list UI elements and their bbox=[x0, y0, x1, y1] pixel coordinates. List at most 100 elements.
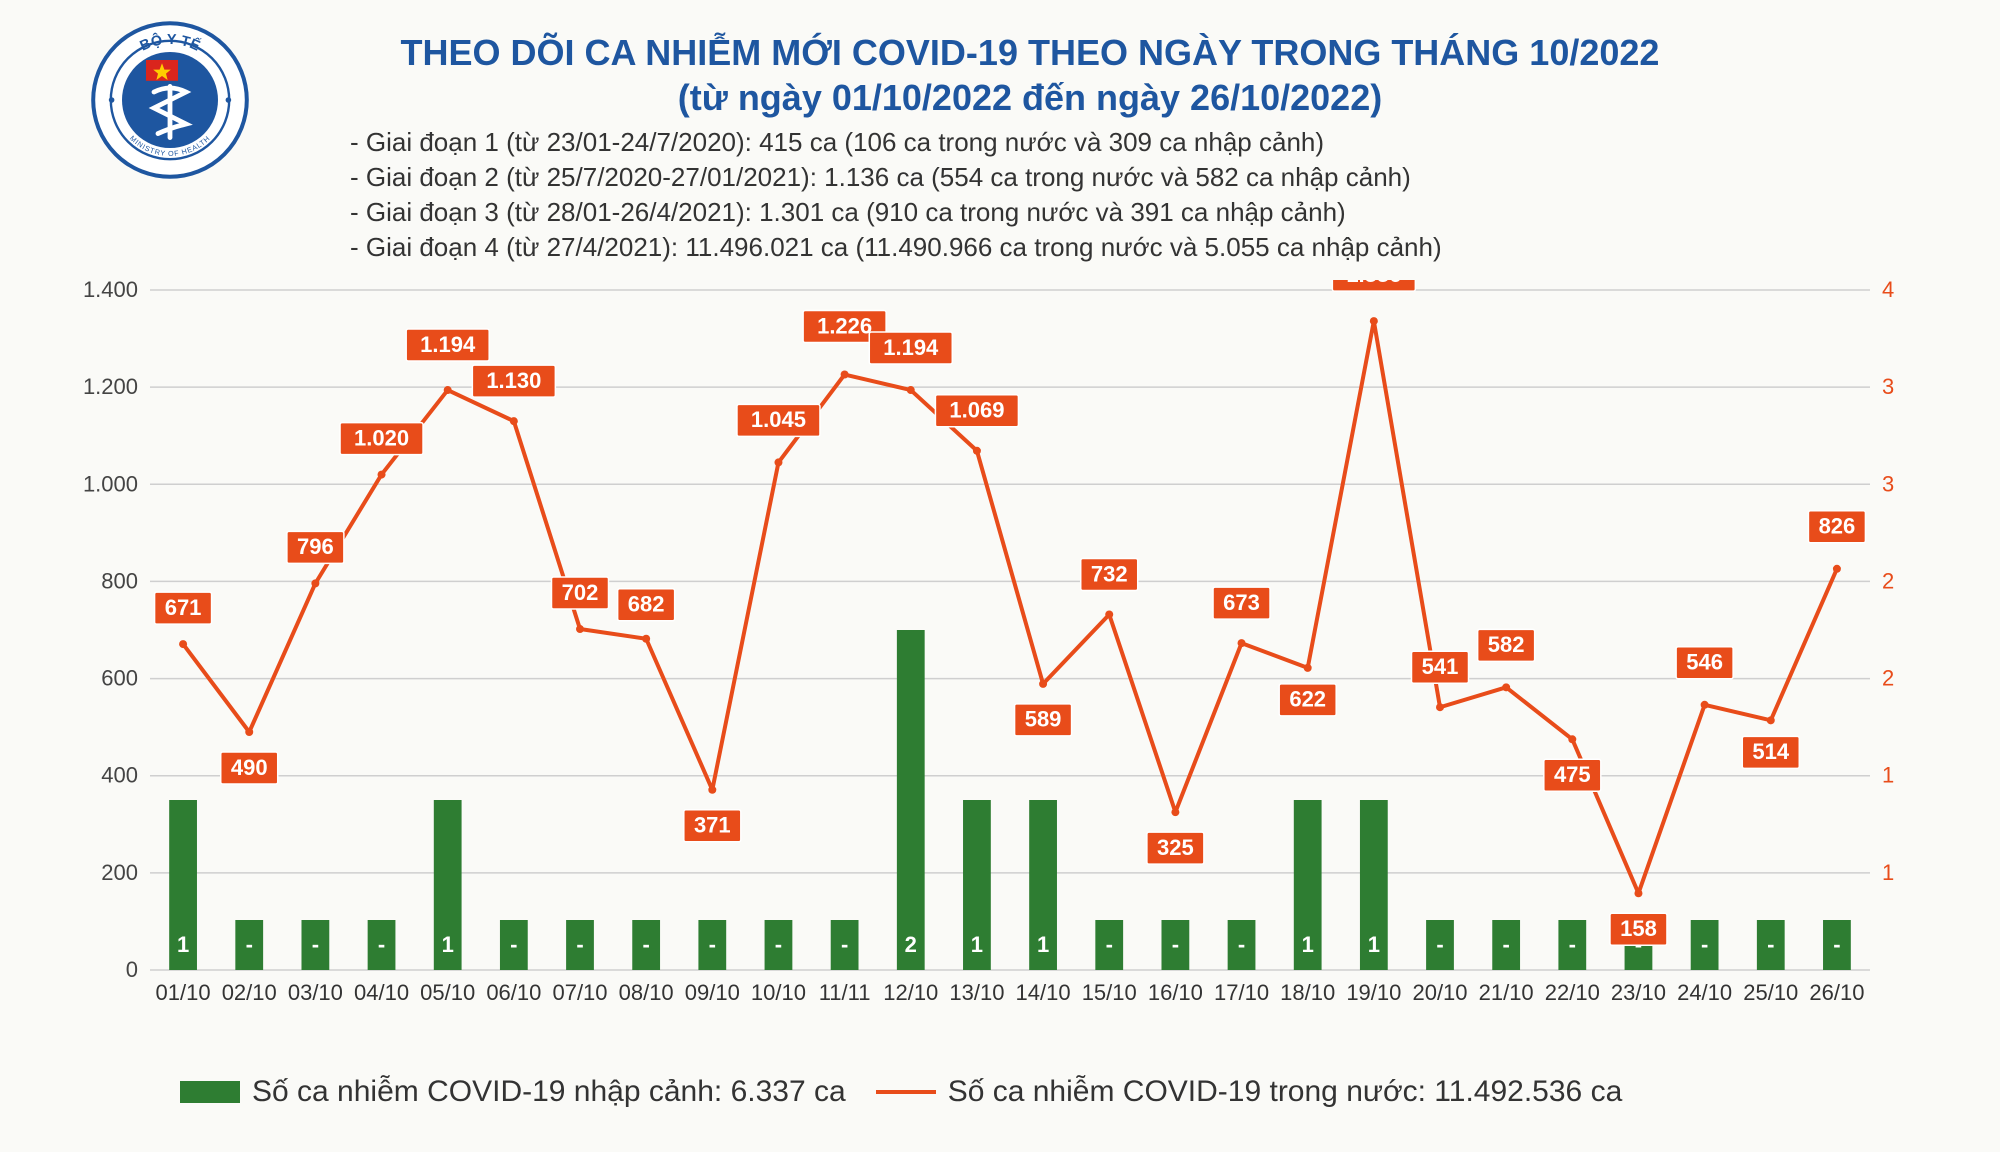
sub-line-1: - Giai đoạn 1 (từ 23/01-24/7/2020): 415 … bbox=[350, 125, 1750, 160]
svg-text:17/10: 17/10 bbox=[1214, 980, 1269, 1005]
svg-text:21/10: 21/10 bbox=[1479, 980, 1534, 1005]
svg-text:-: - bbox=[775, 932, 782, 957]
legend: Số ca nhiễm COVID-19 nhập cảnh: 6.337 ca… bbox=[180, 1075, 1880, 1109]
legend-line-text: Số ca nhiễm COVID-19 trong nước: 11.492.… bbox=[948, 1075, 1623, 1109]
y-axis-left: 02004006008001.0001.2001.400 bbox=[83, 280, 138, 982]
svg-text:26/10: 26/10 bbox=[1809, 980, 1864, 1005]
sub-line-4: - Giai đoạn 4 (từ 27/4/2021): 11.496.021… bbox=[350, 230, 1750, 265]
svg-text:-: - bbox=[1701, 932, 1708, 957]
svg-text:3: 3 bbox=[1882, 374, 1894, 399]
svg-text:582: 582 bbox=[1488, 632, 1525, 657]
svg-text:-: - bbox=[709, 932, 716, 957]
svg-text:1.045: 1.045 bbox=[751, 407, 806, 432]
title-block: THEO DÕI CA NHIỄM MỚI COVID-19 THEO NGÀY… bbox=[330, 30, 1730, 120]
svg-text:-: - bbox=[510, 932, 517, 957]
svg-text:-: - bbox=[312, 932, 319, 957]
svg-text:24/10: 24/10 bbox=[1677, 980, 1732, 1005]
svg-text:-: - bbox=[642, 932, 649, 957]
svg-text:05/10: 05/10 bbox=[420, 980, 475, 1005]
svg-text:-: - bbox=[1569, 932, 1576, 957]
svg-text:732: 732 bbox=[1091, 561, 1128, 586]
svg-text:1: 1 bbox=[1037, 932, 1049, 957]
svg-text:11/11: 11/11 bbox=[819, 980, 871, 1005]
svg-text:600: 600 bbox=[101, 666, 138, 691]
svg-text:-: - bbox=[1172, 932, 1179, 957]
subtitle-block: - Giai đoạn 1 (từ 23/01-24/7/2020): 415 … bbox=[350, 125, 1750, 265]
legend-bar-text: Số ca nhiễm COVID-19 nhập cảnh: 6.337 ca bbox=[252, 1075, 846, 1109]
svg-text:-: - bbox=[576, 932, 583, 957]
svg-text:-: - bbox=[1106, 932, 1113, 957]
svg-text:796: 796 bbox=[297, 534, 334, 559]
legend-line-item: Số ca nhiễm COVID-19 trong nước: 11.492.… bbox=[876, 1075, 1623, 1109]
svg-text:16/10: 16/10 bbox=[1148, 980, 1203, 1005]
svg-text:673: 673 bbox=[1223, 590, 1260, 615]
svg-text:08/10: 08/10 bbox=[619, 980, 674, 1005]
svg-text:1.020: 1.020 bbox=[354, 425, 409, 450]
legend-bar-item: Số ca nhiễm COVID-19 nhập cảnh: 6.337 ca bbox=[180, 1075, 846, 1109]
line-labels: 6714907961.0201.1941.1307026823711.0451.… bbox=[155, 280, 1866, 945]
svg-text:475: 475 bbox=[1554, 762, 1591, 787]
svg-text:682: 682 bbox=[628, 592, 665, 617]
svg-text:400: 400 bbox=[101, 763, 138, 788]
svg-text:-: - bbox=[246, 932, 253, 957]
svg-text:1.130: 1.130 bbox=[486, 368, 541, 393]
svg-text:13/10: 13/10 bbox=[949, 980, 1004, 1005]
svg-text:15/10: 15/10 bbox=[1082, 980, 1137, 1005]
svg-text:1: 1 bbox=[1882, 860, 1894, 885]
svg-text:1.194: 1.194 bbox=[420, 332, 476, 357]
svg-text:1: 1 bbox=[177, 932, 189, 957]
svg-text:-: - bbox=[1436, 932, 1443, 957]
svg-text:14/10: 14/10 bbox=[1016, 980, 1071, 1005]
svg-text:-: - bbox=[1238, 932, 1245, 957]
svg-text:589: 589 bbox=[1025, 707, 1062, 732]
svg-text:04/10: 04/10 bbox=[354, 980, 409, 1005]
svg-text:2: 2 bbox=[905, 932, 917, 957]
sub-line-3: - Giai đoạn 3 (từ 28/01-26/4/2021): 1.30… bbox=[350, 195, 1750, 230]
svg-text:325: 325 bbox=[1157, 835, 1194, 860]
svg-text:18/10: 18/10 bbox=[1280, 980, 1335, 1005]
ministry-logo: BỘ Y TẾ MINISTRY OF HEALTH bbox=[90, 20, 250, 180]
svg-text:490: 490 bbox=[231, 755, 268, 780]
svg-text:1: 1 bbox=[442, 932, 454, 957]
svg-text:-: - bbox=[1635, 932, 1642, 957]
svg-text:800: 800 bbox=[101, 568, 138, 593]
svg-text:0: 0 bbox=[126, 957, 138, 982]
svg-text:1.200: 1.200 bbox=[83, 374, 138, 399]
svg-text:12/10: 12/10 bbox=[883, 980, 938, 1005]
svg-text:10/10: 10/10 bbox=[751, 980, 806, 1005]
svg-text:514: 514 bbox=[1752, 739, 1789, 764]
svg-text:22/10: 22/10 bbox=[1545, 980, 1600, 1005]
svg-text:1.400: 1.400 bbox=[83, 280, 138, 302]
sub-line-2: - Giai đoạn 2 (từ 25/7/2020-27/01/2021):… bbox=[350, 160, 1750, 195]
svg-text:03/10: 03/10 bbox=[288, 980, 343, 1005]
svg-text:1.226: 1.226 bbox=[817, 313, 872, 338]
svg-text:09/10: 09/10 bbox=[685, 980, 740, 1005]
svg-text:-: - bbox=[1502, 932, 1509, 957]
svg-text:371: 371 bbox=[694, 813, 731, 838]
svg-text:07/10: 07/10 bbox=[552, 980, 607, 1005]
svg-text:1.194: 1.194 bbox=[883, 335, 939, 360]
svg-text:1: 1 bbox=[1302, 932, 1314, 957]
svg-text:06/10: 06/10 bbox=[486, 980, 541, 1005]
x-axis: 01/1002/1003/1004/1005/1006/1007/1008/10… bbox=[156, 980, 1865, 1005]
chart-root: BỘ Y TẾ MINISTRY OF HEALTH THEO DÕI CA N… bbox=[0, 0, 2000, 1152]
legend-bar-swatch bbox=[180, 1081, 240, 1103]
grid bbox=[150, 290, 1870, 970]
title-line-1: THEO DÕI CA NHIỄM MỚI COVID-19 THEO NGÀY… bbox=[330, 30, 1730, 75]
svg-text:2: 2 bbox=[1882, 666, 1894, 691]
svg-text:1: 1 bbox=[1882, 763, 1894, 788]
svg-text:3: 3 bbox=[1882, 471, 1894, 496]
svg-text:622: 622 bbox=[1289, 687, 1326, 712]
svg-text:2: 2 bbox=[1882, 568, 1894, 593]
svg-text:4: 4 bbox=[1882, 280, 1894, 302]
svg-text:1: 1 bbox=[1368, 932, 1380, 957]
svg-text:702: 702 bbox=[562, 580, 599, 605]
svg-text:1: 1 bbox=[971, 932, 983, 957]
svg-text:19/10: 19/10 bbox=[1346, 980, 1401, 1005]
svg-text:546: 546 bbox=[1686, 650, 1723, 675]
y-axis-right: 1 1 2 2 3 3 4 bbox=[1882, 280, 1894, 885]
svg-text:02/10: 02/10 bbox=[222, 980, 277, 1005]
svg-text:25/10: 25/10 bbox=[1743, 980, 1798, 1005]
svg-text:1.336: 1.336 bbox=[1346, 280, 1401, 287]
bar-labels: 1---1------211---11------- bbox=[177, 932, 1841, 957]
